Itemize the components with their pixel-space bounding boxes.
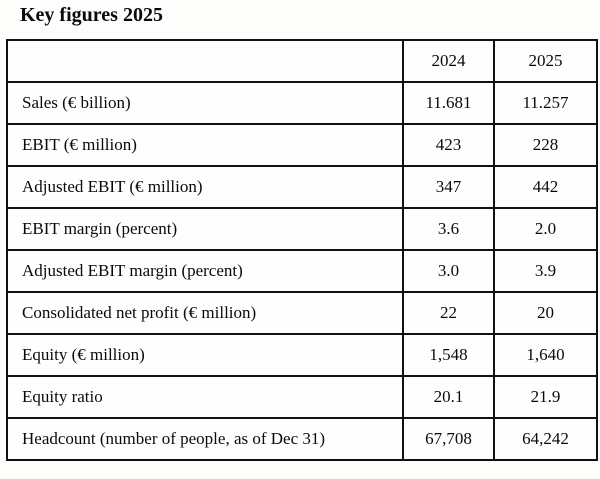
key-figures-table: 2024 2025 Sales (€ billion) 11.681 11.257 E… <box>6 39 598 461</box>
row-value-cell: 11.681 <box>402 81 495 125</box>
header-year-2024: 2024 <box>402 39 495 83</box>
table-header: 2024 2025 <box>6 39 598 83</box>
row-value-cell: 228 <box>493 123 598 167</box>
row-value-cell: 1,548 <box>402 333 495 377</box>
row-value-cell: 21.9 <box>493 375 598 419</box>
header-row: 2024 2025 <box>6 39 598 83</box>
row-value-cell: 67,708 <box>402 417 495 461</box>
table-row: Adjusted EBIT (€ million) 347 442 <box>6 165 598 209</box>
table-row: Equity ratio 20.1 21.9 <box>6 375 598 419</box>
header-year-2025: 2025 <box>493 39 598 83</box>
row-label-cell: Headcount (number of people, as of Dec 3… <box>6 417 404 461</box>
table-body: Sales (€ billion) 11.681 11.257 EBIT (€ mil… <box>6 81 598 461</box>
row-value-cell: 64,242 <box>493 417 598 461</box>
table-row: Sales (€ billion) 11.681 11.257 <box>6 81 598 125</box>
row-label-cell: Adjusted EBIT margin (percent) <box>6 249 404 293</box>
row-label-cell: Equity ratio <box>6 375 404 419</box>
page-title: Key figures 2025 <box>20 4 163 26</box>
row-value-cell: 3.0 <box>402 249 495 293</box>
header-empty-cell <box>6 39 404 83</box>
table-row: EBIT margin (percent) 3.6 2.0 <box>6 207 598 251</box>
row-value-cell: 347 <box>402 165 495 209</box>
row-value-cell: 2.0 <box>493 207 598 251</box>
row-value-cell: 11.257 <box>493 81 598 125</box>
row-value-cell: 22 <box>402 291 495 335</box>
row-value-cell: 20.1 <box>402 375 495 419</box>
row-label-cell: Equity (€ million) <box>6 333 404 377</box>
table-row: Headcount (number of people, as of Dec 3… <box>6 417 598 461</box>
row-label-cell: EBIT (€ million) <box>6 123 404 167</box>
row-label-cell: Consolidated net profit (€ million) <box>6 291 404 335</box>
row-label-cell: Sales (€ billion) <box>6 81 404 125</box>
row-label-cell: Adjusted EBIT (€ million) <box>6 165 404 209</box>
row-value-cell: 442 <box>493 165 598 209</box>
table-row: EBIT (€ million) 423 228 <box>6 123 598 167</box>
row-value-cell: 3.6 <box>402 207 495 251</box>
row-value-cell: 3.9 <box>493 249 598 293</box>
row-value-cell: 1,640 <box>493 333 598 377</box>
table-row: Equity (€ million) 1,548 1,640 <box>6 333 598 377</box>
row-value-cell: 20 <box>493 291 598 335</box>
row-value-cell: 423 <box>402 123 495 167</box>
table-row: Consolidated net profit (€ million) 22 20 <box>6 291 598 335</box>
table-row: Adjusted EBIT margin (percent) 3.0 3.9 <box>6 249 598 293</box>
row-label-cell: EBIT margin (percent) <box>6 207 404 251</box>
